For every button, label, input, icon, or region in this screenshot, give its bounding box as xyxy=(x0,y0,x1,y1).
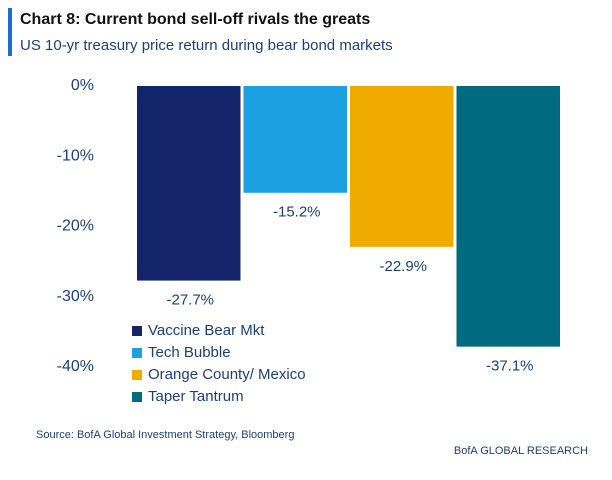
bar xyxy=(243,86,347,193)
bar xyxy=(456,86,560,347)
y-tick-label: -10% xyxy=(57,147,94,164)
chart-title: Chart 8: Current bond sell-off rivals th… xyxy=(20,11,370,28)
legend-label: Vaccine Bear Mkt xyxy=(148,322,265,339)
legend-swatch xyxy=(132,348,142,358)
y-tick-label: 0% xyxy=(71,77,94,94)
value-label: -15.2% xyxy=(273,204,321,221)
footer: BofA GLOBAL RESEARCH xyxy=(454,445,588,457)
value-label: -37.1% xyxy=(486,358,534,375)
value-label: -27.7% xyxy=(166,292,214,309)
chart-subtitle: US 10-yr treasury price return during be… xyxy=(20,37,393,54)
legend-swatch xyxy=(132,370,142,380)
value-label: -22.9% xyxy=(379,258,427,275)
y-tick-label: -30% xyxy=(57,288,94,305)
legend-label: Tech Bubble xyxy=(148,344,231,361)
y-tick-label: -20% xyxy=(57,218,94,235)
source: Source: BofA Global Investment Strategy,… xyxy=(36,429,294,441)
bar xyxy=(350,86,454,247)
bar xyxy=(137,86,241,281)
legend-label: Orange County/ Mexico xyxy=(148,366,306,383)
title-accent xyxy=(8,8,12,56)
legend-swatch xyxy=(132,392,142,402)
legend-swatch xyxy=(132,326,142,336)
legend-label: Taper Tantrum xyxy=(148,388,244,405)
y-tick-label: -40% xyxy=(57,358,94,375)
